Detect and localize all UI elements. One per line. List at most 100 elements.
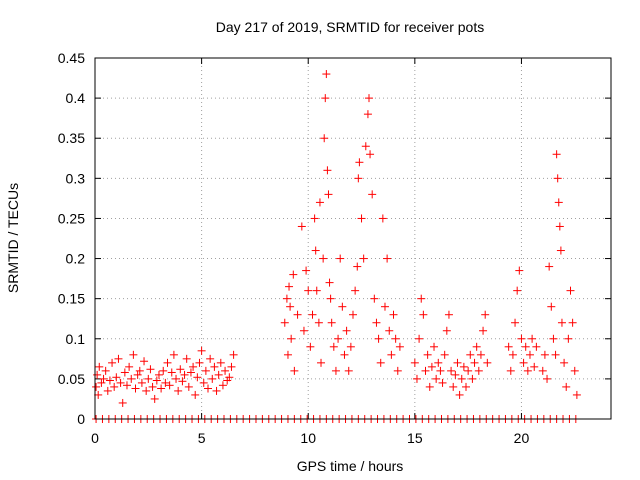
data-point	[468, 374, 477, 383]
y-tick-label: 0.15	[58, 291, 85, 307]
x-tick-label: 10	[300, 430, 316, 446]
data-point	[423, 350, 432, 359]
data-point	[415, 334, 424, 343]
data-point	[225, 373, 234, 382]
data-point	[432, 374, 441, 383]
data-point	[116, 378, 125, 387]
data-point	[297, 222, 306, 231]
data-point	[359, 254, 368, 263]
data-point	[204, 384, 213, 393]
data-point	[434, 358, 443, 367]
data-point	[184, 382, 193, 391]
y-axis-title: SRMTID / TECUs	[5, 183, 21, 293]
data-point	[462, 382, 471, 391]
data-point	[336, 254, 345, 263]
data-point	[101, 366, 110, 375]
data-point	[94, 390, 103, 399]
data-point	[285, 282, 294, 291]
data-point	[552, 150, 561, 159]
data-point	[464, 366, 473, 375]
data-point	[178, 377, 187, 386]
data-point	[470, 358, 479, 367]
data-point	[479, 326, 488, 335]
data-point	[97, 378, 106, 387]
data-point	[142, 386, 151, 395]
data-point	[351, 286, 360, 295]
data-point	[191, 390, 200, 399]
data-point	[555, 222, 564, 231]
data-point	[334, 334, 343, 343]
data-point	[543, 374, 552, 383]
data-point	[154, 370, 163, 379]
data-point	[137, 378, 146, 387]
data-point	[391, 334, 400, 343]
data-point	[442, 326, 451, 335]
data-point	[372, 318, 381, 327]
data-point	[476, 350, 485, 359]
data-point	[363, 110, 372, 119]
data-point	[216, 358, 225, 367]
data-point	[206, 354, 215, 363]
data-point	[229, 350, 238, 359]
data-point	[438, 378, 447, 387]
data-point	[174, 386, 183, 395]
x-tick-label: 15	[407, 430, 423, 446]
data-point	[421, 366, 430, 375]
data-point	[378, 214, 387, 223]
data-point	[208, 374, 217, 383]
data-point	[346, 342, 355, 351]
data-point	[293, 310, 302, 319]
data-point	[221, 366, 230, 375]
data-point	[525, 350, 534, 359]
data-point	[483, 358, 492, 367]
data-point	[227, 362, 236, 371]
data-point	[144, 374, 153, 383]
data-point	[427, 362, 436, 371]
data-point	[349, 310, 357, 319]
data-point	[481, 310, 490, 319]
data-point	[354, 174, 363, 183]
data-point	[152, 376, 161, 385]
data-point	[504, 342, 513, 351]
data-point	[195, 358, 204, 367]
data-point	[564, 334, 573, 343]
data-point	[549, 334, 558, 343]
y-tick-label: 0.05	[58, 371, 85, 387]
data-point	[212, 386, 221, 395]
data-point	[370, 294, 379, 303]
data-point	[417, 294, 426, 303]
data-point	[331, 366, 340, 375]
data-point	[186, 368, 195, 377]
data-point	[302, 266, 311, 275]
data-point	[103, 386, 112, 395]
data-point	[169, 350, 178, 359]
data-point	[326, 294, 335, 303]
data-point	[383, 254, 392, 263]
data-point	[314, 318, 323, 327]
data-point	[340, 350, 349, 359]
data-point	[342, 326, 351, 335]
data-point	[159, 366, 168, 375]
data-point	[120, 368, 129, 377]
data-point	[108, 358, 117, 367]
data-point	[150, 394, 159, 403]
data-point	[357, 214, 366, 223]
data-point	[93, 370, 102, 379]
data-point	[547, 302, 556, 311]
data-point	[368, 190, 377, 199]
data-point	[389, 310, 398, 319]
chart-title: Day 217 of 2019, SRMTID for receiver pot…	[216, 19, 484, 35]
data-point	[560, 358, 569, 367]
data-point	[129, 350, 138, 359]
data-point	[419, 310, 428, 319]
x-tick-labels: 0 5 10 15 20	[91, 430, 529, 446]
data-point	[157, 384, 166, 393]
data-point	[114, 354, 123, 363]
data-point	[572, 390, 581, 399]
data-point	[513, 286, 522, 295]
data-point	[283, 350, 292, 359]
data-point	[545, 262, 554, 271]
data-point	[376, 358, 385, 367]
data-point	[322, 70, 331, 79]
data-point	[519, 358, 528, 367]
